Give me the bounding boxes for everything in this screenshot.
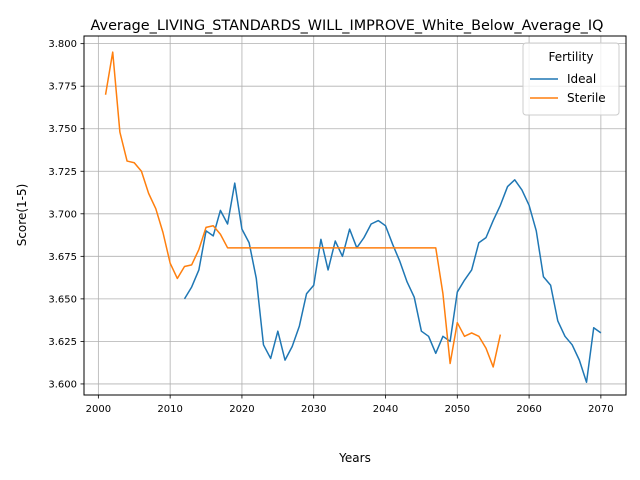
y-tick-label: 3.650 <box>48 294 77 305</box>
grid-lines <box>84 36 626 395</box>
x-tick-label: 2040 <box>373 404 398 415</box>
y-tick-label: 3.750 <box>48 124 77 135</box>
x-tick-label: 2050 <box>445 404 470 415</box>
y-tick-label: 3.725 <box>48 167 77 178</box>
series-line-sterile <box>104 51 502 368</box>
legend-label-sterile: Sterile <box>567 91 606 105</box>
x-tick-label: 2030 <box>301 404 326 415</box>
y-tick-label: 3.700 <box>48 209 77 220</box>
x-tick-label: 2070 <box>588 404 613 415</box>
chart-title: Average_LIVING_STANDARDS_WILL_IMPROVE_Wh… <box>91 18 604 34</box>
series-lines <box>104 51 602 383</box>
series-line-ideal <box>183 179 602 383</box>
legend-box <box>522 42 620 116</box>
y-tick-label: 3.800 <box>48 39 77 50</box>
y-tick-label: 3.675 <box>48 252 77 263</box>
legend: Fertility Ideal Sterile <box>522 42 620 116</box>
plot-frame <box>83 35 627 396</box>
x-tick-label: 2000 <box>86 404 111 415</box>
x-axis-label: Years <box>338 451 371 465</box>
y-tick-label: 3.600 <box>48 379 77 390</box>
x-tick-label: 2010 <box>157 404 182 415</box>
y-tick-label: 3.775 <box>48 82 77 93</box>
axis-ticks: 2000 2010 2020 2030 2040 2050 2060 2070 3.600 3.6… <box>48 39 613 415</box>
y-axis-label: Score(1-5) <box>15 184 29 247</box>
y-tick-label: 3.625 <box>48 337 77 348</box>
x-tick-label: 2060 <box>516 404 541 415</box>
legend-label-ideal: Ideal <box>567 72 596 86</box>
x-tick-label: 2020 <box>229 404 254 415</box>
legend-title: Fertility <box>548 50 593 64</box>
